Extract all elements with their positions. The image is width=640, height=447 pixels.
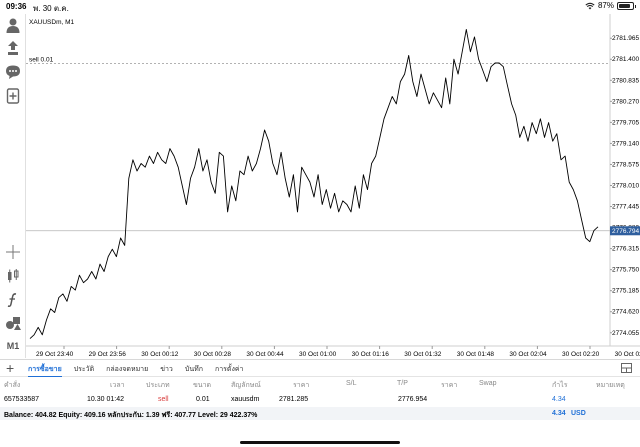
- price-tick-label: 2774.055: [612, 330, 639, 337]
- trade-table: คำสั่ง เวลา ประเภท ขนาด สัญลักษณ์ ราคา S…: [0, 377, 640, 420]
- battery-icon: [617, 1, 636, 10]
- order-line-label: sell 0.01: [29, 57, 54, 64]
- cell-time: 10.30 01:42: [87, 396, 124, 403]
- header-sl: S/L: [346, 380, 357, 387]
- expand-panel-icon[interactable]: [621, 363, 632, 373]
- price-tick-label: 2774.620: [612, 309, 639, 316]
- battery-percent: 87%: [597, 1, 614, 10]
- time-tick-label: 30 Oct 01:48: [457, 351, 495, 358]
- chart-symbol-label: XAUUSDm, M1: [29, 19, 75, 26]
- status-right: 87%: [585, 1, 636, 10]
- time-tick-label: 29 Oct 23:40: [36, 351, 74, 358]
- cell-size: 0.01: [196, 396, 210, 403]
- tab-settings[interactable]: การตั้งค่า: [214, 366, 244, 373]
- time-tick-label: 30 Oct 02:36: [615, 351, 640, 358]
- cell-price: 2781.285: [279, 396, 309, 403]
- tab-mailbox[interactable]: กล่องจดหมาย: [106, 366, 149, 373]
- cell-order: 657533587: [4, 396, 40, 403]
- battery-fill: [619, 3, 631, 8]
- time-tick-label: 30 Oct 01:00: [299, 351, 337, 358]
- time-tick-label: 30 Oct 02:04: [509, 351, 547, 358]
- header-profit: กำไร: [552, 382, 568, 389]
- wifi-icon: [585, 2, 595, 9]
- tab-trade[interactable]: การซื้อขาย: [28, 364, 62, 377]
- header-time: เวลา: [110, 382, 125, 389]
- total-profit: 4.34: [552, 410, 566, 417]
- header-price: ราคา: [293, 382, 310, 389]
- balance-row: Balance: 404.82 Equity: 409.16 หลักประกั…: [0, 407, 640, 420]
- cell-symbol: xauusdm: [231, 396, 260, 403]
- time-tick-label: 30 Oct 00:12: [141, 351, 179, 358]
- status-bar: 09:36 พ. 30 ต.ค. 87%: [0, 0, 640, 14]
- status-time: 09:36: [6, 2, 27, 11]
- price-tick-label: 2778.010: [612, 182, 639, 189]
- chart-canvas: XAUUSDm, M1 sell 0.01 2781.9652781.40027…: [26, 14, 640, 358]
- status-date: พ. 30 ต.ค.: [33, 4, 69, 13]
- price-line: [29, 28, 599, 339]
- cell-profit: 4.34: [552, 396, 566, 403]
- timeframe-button[interactable]: M1: [4, 337, 22, 355]
- header-tp: T/P: [397, 380, 408, 387]
- time-tick-label: 30 Oct 02:20: [562, 351, 600, 358]
- header-swap: Swap: [479, 380, 497, 387]
- time-tick-label: 30 Oct 01:16: [352, 351, 390, 358]
- indicators-icon[interactable]: [4, 267, 22, 285]
- table-header: คำสั่ง เวลา ประเภท ขนาด สัญลักษณ์ ราคา S…: [0, 377, 640, 392]
- function-icon[interactable]: [4, 291, 22, 309]
- trade-icon[interactable]: [4, 39, 22, 57]
- chat-icon[interactable]: [4, 63, 22, 81]
- cell-current-price: 2776.954: [398, 396, 428, 403]
- price-tick-label: 2776.315: [612, 246, 639, 253]
- price-tick-label: 2780.270: [612, 98, 639, 105]
- home-indicator: [240, 441, 400, 444]
- terminal-tabbar: + การซื้อขาย ประวัติ กล่องจดหมาย ข่าว บั…: [0, 359, 640, 377]
- price-tick-label: 2779.705: [612, 119, 639, 126]
- tab-news[interactable]: ข่าว: [160, 366, 173, 373]
- terminal-tabs: การซื้อขาย ประวัติ กล่องจดหมาย ข่าว บันท…: [28, 364, 243, 377]
- tab-history[interactable]: ประวัติ: [73, 366, 95, 373]
- time-tick-label: 30 Oct 00:44: [246, 351, 284, 358]
- header-size: ขนาด: [193, 382, 212, 389]
- balance-summary: Balance: 404.82 Equity: 409.16 หลักประกั…: [4, 412, 258, 419]
- add-document-icon[interactable]: [4, 87, 22, 105]
- current-price-badge: [610, 226, 640, 236]
- header-symbol: สัญลักษณ์: [231, 382, 261, 389]
- price-tick-label: 2779.140: [612, 140, 639, 147]
- price-tick-label: 2775.750: [612, 267, 639, 274]
- crosshair-icon[interactable]: [4, 243, 22, 261]
- price-tick-label: 2777.445: [612, 204, 639, 211]
- price-tick-label: 2780.835: [612, 77, 639, 84]
- header-current-price: ราคา: [441, 382, 458, 389]
- current-price-marker: 2776.794: [610, 226, 640, 236]
- timeframe-label: M1: [6, 341, 20, 351]
- time-tick-label: 30 Oct 01:32: [404, 351, 442, 358]
- account-icon[interactable]: [4, 16, 22, 34]
- time-axis: 29 Oct 23:40 29 Oct 23:56 30 Oct 00:12 30 O…: [26, 345, 640, 358]
- header-comment: หมายเหตุ: [596, 382, 625, 389]
- price-tick-label: 2778.575: [612, 161, 639, 168]
- total-currency: USD: [571, 410, 586, 417]
- price-series: [26, 28, 610, 339]
- price-tick-label: 2781.965: [612, 35, 639, 42]
- price-chart[interactable]: XAUUSDm, M1 sell 0.01 2781.965 2781.400 27…: [26, 14, 640, 359]
- tab-journal[interactable]: บันทึก: [184, 366, 203, 373]
- cell-type: sell: [158, 396, 169, 403]
- chart-toolbar: M1: [0, 14, 26, 358]
- table-row[interactable]: 657533587 10.30 01:42 sell 0.01 xauusdm …: [0, 392, 640, 407]
- time-tick-label: 30 Oct 00:28: [194, 351, 232, 358]
- current-price-label: 2776.794: [612, 228, 639, 235]
- price-axis: 2781.965 2781.400 2780.835 2780.270 2779.705…: [609, 14, 640, 346]
- price-tick-label: 2781.400: [612, 56, 639, 63]
- header-type: ประเภท: [146, 382, 170, 389]
- objects-icon[interactable]: [4, 314, 22, 332]
- add-button[interactable]: +: [6, 360, 15, 376]
- header-order: คำสั่ง: [4, 382, 21, 389]
- time-tick-label: 29 Oct 23:56: [89, 351, 127, 358]
- price-tick-label: 2775.185: [612, 288, 639, 295]
